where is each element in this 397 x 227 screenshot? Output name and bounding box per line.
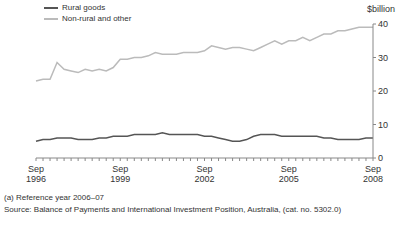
html-text:(a) Reference year 2006–07: (a) Reference year 2006–07 [4, 193, 105, 202]
svg-text:Sep1996: Sep1996 [26, 164, 46, 184]
html-text:Rural goods: Rural goods [62, 3, 106, 12]
svg-text:Sep2008: Sep2008 [363, 164, 383, 184]
svg-text:40: 40 [378, 19, 388, 29]
svg-text:Sep2005: Sep2005 [279, 164, 299, 184]
html-text:Source: Balance of Payments an: Source: Balance of Payments and Internat… [4, 205, 342, 214]
svg-text:10: 10 [378, 120, 388, 130]
svg-text:Sep2002: Sep2002 [194, 164, 214, 184]
svg-text:30: 30 [378, 53, 388, 63]
svg-text:20: 20 [378, 86, 388, 96]
svg-text:Sep1999: Sep1999 [110, 164, 130, 184]
html-text:$billion: $billion [367, 4, 395, 14]
svg-text:0: 0 [378, 153, 383, 163]
html-text:Non-rural and other: Non-rural and other [62, 14, 132, 23]
